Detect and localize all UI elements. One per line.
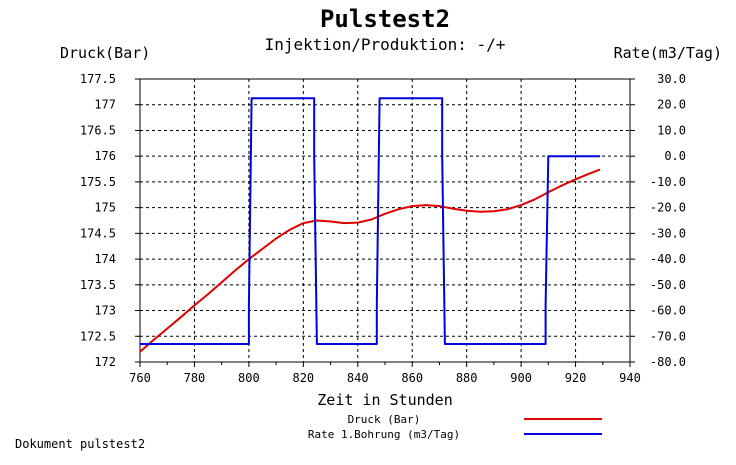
y-left-axis-title: Druck(Bar)	[60, 44, 150, 62]
y-right-tick-label: -80.0	[650, 355, 686, 369]
x-tick-label: 880	[456, 371, 478, 385]
y-left-tick-label: 173.5	[80, 278, 116, 292]
y-left-tick-label: 176	[94, 149, 116, 163]
footer-document-label: Dokument pulstest2	[15, 437, 145, 451]
x-tick-label: 920	[565, 371, 587, 385]
y-left-tick-label: 176.5	[80, 123, 116, 137]
y-right-tick-label: -20.0	[650, 201, 686, 215]
y-left-tick-label: 173	[94, 304, 116, 318]
plot-frame	[139, 78, 631, 363]
ticks: 760 780 800 820 840 860 880 900 920 940 172 172.5 17…	[80, 72, 686, 385]
y-right-tick-label: -10.0	[650, 175, 686, 189]
y-left-tick-label: 177	[94, 98, 116, 112]
x-axis-title: Zeit in Stunden	[317, 391, 452, 409]
y-right-tick-label: -40.0	[650, 252, 686, 266]
y-right-tick-label: 0.0	[664, 149, 686, 163]
y-left-tick-label: 174	[94, 252, 116, 266]
y-right-axis-title: Rate(m3/Tag)	[614, 44, 722, 62]
y-right-tick-label: -30.0	[650, 226, 686, 240]
x-tick-label: 940	[619, 371, 641, 385]
chart-subtitle: Injektion/Produktion: -/+	[265, 35, 506, 54]
y-right-tick-label: 10.0	[657, 123, 686, 137]
y-right-tick-label: -50.0	[650, 278, 686, 292]
x-tick-label: 840	[347, 371, 369, 385]
y-left-tick-label: 175.5	[80, 175, 116, 189]
legend: Druck (Bar) Rate 1.Bohrung (m3/Tag)	[308, 413, 602, 441]
grid	[139, 78, 631, 363]
y-left-tick-label: 177.5	[80, 72, 116, 86]
x-tick-label: 760	[129, 371, 151, 385]
y-right-tick-label: -60.0	[650, 304, 686, 318]
pressure-series-line	[139, 168, 601, 353]
x-tick-label: 780	[184, 371, 206, 385]
series-layer	[139, 97, 601, 353]
y-right-tick-label: 30.0	[657, 72, 686, 86]
x-tick-label: 820	[292, 371, 314, 385]
y-left-tick-label: 172	[94, 355, 116, 369]
legend-label: Rate 1.Bohrung (m3/Tag)	[308, 428, 460, 441]
y-right-tick-label: -70.0	[650, 329, 686, 343]
y-left-tick-label: 174.5	[80, 226, 116, 240]
x-tick-label: 900	[510, 371, 532, 385]
x-tick-label: 860	[401, 371, 423, 385]
y-right-tick-label: 20.0	[657, 98, 686, 112]
chart-title: Pulstest2	[320, 5, 450, 33]
legend-label: Druck (Bar)	[348, 413, 421, 426]
rate-series-line	[140, 97, 601, 345]
x-tick-label: 800	[238, 371, 260, 385]
y-left-tick-label: 172.5	[80, 329, 116, 343]
y-left-tick-label: 175	[94, 201, 116, 215]
